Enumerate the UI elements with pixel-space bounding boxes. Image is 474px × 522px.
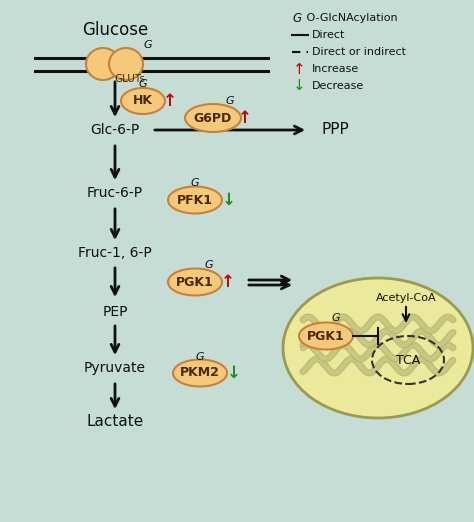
- Text: ↓: ↓: [222, 191, 236, 209]
- Text: G: G: [191, 178, 199, 188]
- Text: Direct: Direct: [312, 30, 346, 40]
- Text: G: G: [226, 96, 234, 106]
- Text: G: G: [196, 352, 204, 362]
- Text: Glucose: Glucose: [82, 21, 148, 39]
- Text: HK: HK: [133, 94, 153, 108]
- Text: PGK1: PGK1: [307, 329, 345, 342]
- Text: ↓: ↓: [293, 78, 306, 93]
- Text: G: G: [292, 11, 301, 25]
- Ellipse shape: [168, 268, 222, 295]
- Text: G: G: [332, 313, 340, 323]
- Text: GLUTs: GLUTs: [115, 74, 146, 84]
- Text: ↑: ↑: [293, 62, 306, 77]
- Text: PEP: PEP: [102, 305, 128, 319]
- Text: G6PD: G6PD: [194, 112, 232, 125]
- Text: Fruc-1, 6-P: Fruc-1, 6-P: [78, 246, 152, 260]
- Text: Lactate: Lactate: [86, 414, 144, 430]
- Text: ↑: ↑: [221, 273, 235, 291]
- Text: Increase: Increase: [312, 64, 359, 74]
- Text: ↓: ↓: [227, 364, 241, 382]
- Text: TCA: TCA: [396, 353, 420, 366]
- Text: Acetyl-CoA: Acetyl-CoA: [376, 293, 436, 303]
- Text: G: G: [205, 260, 213, 270]
- Ellipse shape: [168, 186, 222, 213]
- Text: Direct or indirect: Direct or indirect: [312, 47, 406, 57]
- Text: PFK1: PFK1: [177, 194, 213, 207]
- Text: Decrease: Decrease: [312, 81, 364, 91]
- Text: O-GlcNAcylation: O-GlcNAcylation: [303, 13, 398, 23]
- Text: ↑: ↑: [163, 92, 177, 110]
- Ellipse shape: [121, 88, 165, 114]
- Ellipse shape: [173, 360, 227, 386]
- Text: PGK1: PGK1: [176, 276, 214, 289]
- Text: Fruc-6-P: Fruc-6-P: [87, 186, 143, 200]
- Ellipse shape: [109, 48, 143, 80]
- Ellipse shape: [299, 323, 353, 350]
- Text: Glc-6-P: Glc-6-P: [91, 123, 140, 137]
- Ellipse shape: [283, 278, 473, 418]
- Ellipse shape: [86, 48, 120, 80]
- Ellipse shape: [185, 104, 241, 132]
- Text: G: G: [144, 40, 152, 50]
- Text: PKM2: PKM2: [180, 366, 220, 379]
- Text: Pyruvate: Pyruvate: [84, 361, 146, 375]
- Text: ↑: ↑: [238, 109, 252, 127]
- Text: G: G: [139, 79, 147, 89]
- Text: PPP: PPP: [321, 123, 349, 137]
